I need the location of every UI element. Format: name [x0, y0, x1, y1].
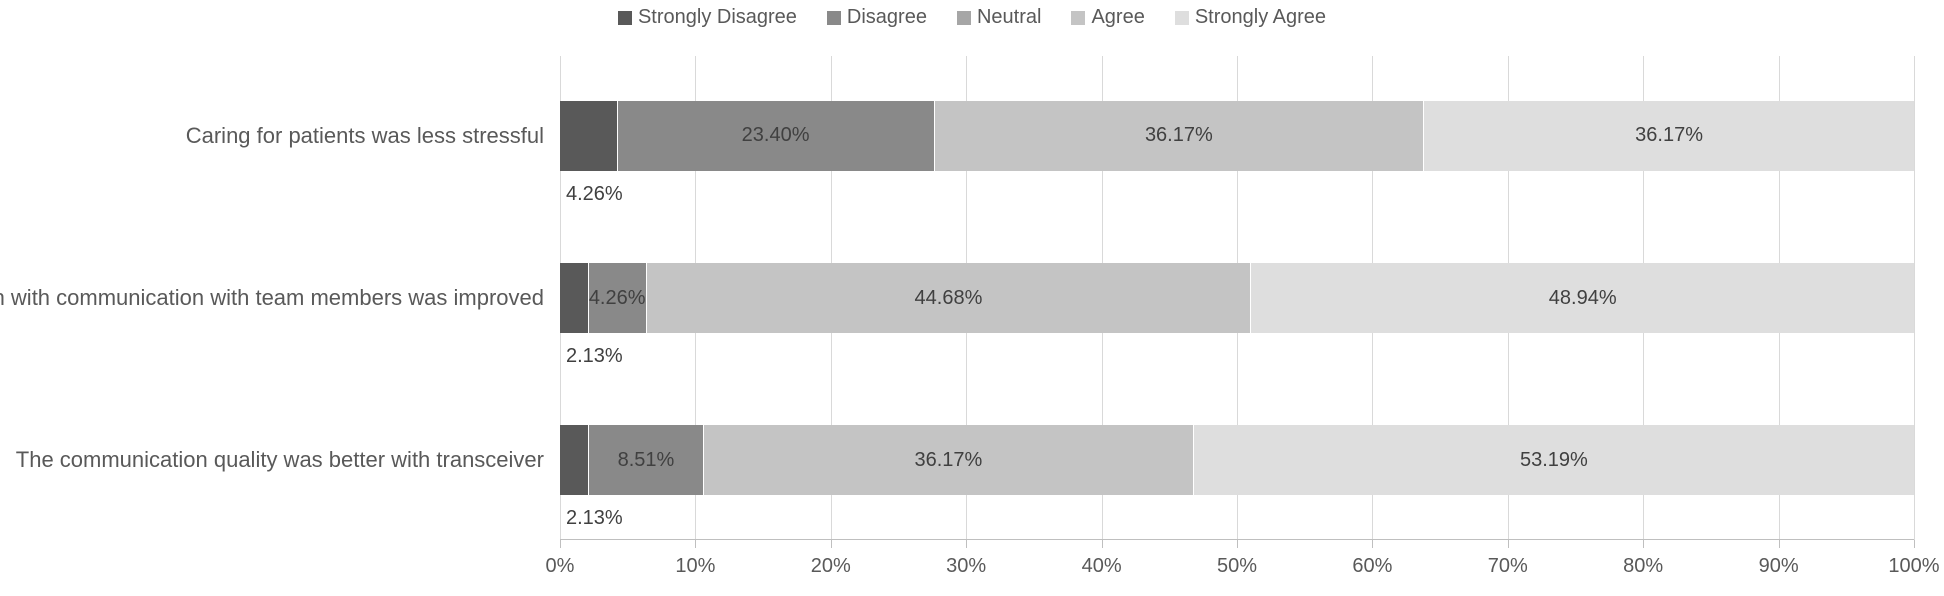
x-tick	[831, 540, 832, 548]
bar-segment	[560, 425, 589, 495]
segment-value-label: 36.17%	[914, 449, 982, 472]
segment-value-label: 8.51%	[618, 449, 675, 472]
segment-value-label: 23.40%	[742, 124, 810, 147]
bar-segment: 23.40%	[618, 101, 935, 171]
legend-item: Strongly Agree	[1175, 6, 1326, 29]
x-tick	[966, 540, 967, 548]
bar-segment: 36.17%	[935, 101, 1425, 171]
legend: Strongly Disagree Disagree Neutral Agree Str…	[0, 6, 1944, 29]
legend-swatch	[957, 11, 971, 25]
x-axis-label: 70%	[1488, 555, 1528, 578]
segment-value-label: 44.68%	[915, 287, 983, 310]
x-tick	[1779, 540, 1780, 548]
x-axis-label: 80%	[1623, 555, 1663, 578]
x-axis-label: 100%	[1888, 555, 1939, 578]
legend-label: Neutral	[977, 6, 1041, 29]
x-axis-label: 90%	[1759, 555, 1799, 578]
x-tick	[695, 540, 696, 548]
legend-swatch	[618, 11, 632, 25]
likert-chart: Strongly Disagree Disagree Neutral Agree Str…	[0, 0, 1944, 596]
bar-segment: 53.19%	[1194, 425, 1914, 495]
x-axis-label: 0%	[546, 555, 575, 578]
x-tick	[1102, 540, 1103, 548]
legend-label: Strongly Disagree	[638, 6, 797, 29]
segment-value-label: 48.94%	[1549, 287, 1617, 310]
below-value-label: 4.26%	[566, 183, 623, 206]
gridline	[1914, 56, 1915, 540]
bar-row: 8.51% 36.17% 53.19%	[560, 425, 1914, 495]
legend-item: Strongly Disagree	[618, 6, 797, 29]
x-tick	[1237, 540, 1238, 548]
segment-value-label: 53.19%	[1520, 449, 1588, 472]
x-tick	[1914, 540, 1915, 548]
bar-segment	[560, 263, 589, 333]
x-tick	[1643, 540, 1644, 548]
bar-row: 23.40% 36.17% 36.17%	[560, 101, 1914, 171]
segment-value-label: 36.17%	[1145, 124, 1213, 147]
x-axis-label: 50%	[1217, 555, 1257, 578]
bars-layer: Caring for patients was less stressful23…	[560, 56, 1914, 540]
bar-segment: 36.17%	[1424, 101, 1914, 171]
bar-segment: 44.68%	[647, 263, 1252, 333]
x-tick	[1372, 540, 1373, 548]
x-tick	[560, 540, 561, 548]
bar-segment: 4.26%	[589, 263, 647, 333]
legend-item: Disagree	[827, 6, 927, 29]
legend-swatch	[1071, 11, 1085, 25]
segment-value-label: 36.17%	[1635, 124, 1703, 147]
legend-label: Disagree	[847, 6, 927, 29]
legend-item: Agree	[1071, 6, 1144, 29]
legend-label: Agree	[1091, 6, 1144, 29]
bar-segment: 8.51%	[589, 425, 704, 495]
category-label: My satisfaction with communication with …	[0, 285, 560, 311]
below-value-label: 2.13%	[566, 345, 623, 368]
bar-row: 4.26% 44.68% 48.94%	[560, 263, 1914, 333]
x-axis-label: 40%	[1082, 555, 1122, 578]
legend-item: Neutral	[957, 6, 1041, 29]
x-axis-label: 10%	[675, 555, 715, 578]
plot-area: 0%10%20%30%40%50%60%70%80%90%100% Caring…	[560, 56, 1914, 540]
legend-swatch	[1175, 11, 1189, 25]
x-axis-line	[560, 539, 1914, 540]
x-axis-label: 20%	[811, 555, 851, 578]
legend-label: Strongly Agree	[1195, 6, 1326, 29]
bar-segment	[560, 101, 618, 171]
bar-segment: 36.17%	[704, 425, 1194, 495]
below-value-label: 2.13%	[566, 507, 623, 530]
x-tick	[1508, 540, 1509, 548]
legend-swatch	[827, 11, 841, 25]
category-label: Caring for patients was less stressful	[186, 123, 560, 149]
segment-value-label: 4.26%	[589, 287, 646, 310]
category-label: The communication quality was better wit…	[16, 447, 560, 473]
x-axis-label: 30%	[946, 555, 986, 578]
bar-segment: 48.94%	[1251, 263, 1914, 333]
x-axis-label: 60%	[1352, 555, 1392, 578]
